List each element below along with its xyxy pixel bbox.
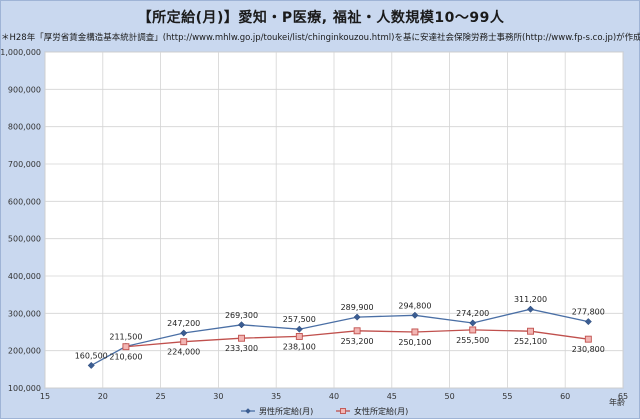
data-point-female — [411, 328, 419, 336]
data-label-female: 238,100 — [283, 342, 316, 351]
data-point-female — [584, 335, 592, 343]
data-label-female: 250,100 — [398, 338, 431, 347]
data-label-male: 311,200 — [514, 295, 547, 304]
chart-title: 【所定給(月)】愛知・P医療, 福祉・人数規模10～99人 — [137, 10, 505, 26]
data-point-female — [527, 327, 534, 335]
data-label-male: 257,500 — [283, 315, 316, 324]
data-point-male — [469, 319, 477, 327]
data-label-male: 160,500 — [75, 351, 108, 360]
data-label-male: 247,200 — [167, 319, 200, 328]
x-tick-label: 15 — [40, 392, 50, 401]
data-label-female: 224,000 — [167, 348, 200, 357]
data-label-male: 277,800 — [572, 308, 605, 317]
x-tick-label: 50 — [445, 392, 455, 401]
data-point-female — [180, 338, 188, 346]
y-tick-label: 200,000 — [8, 347, 41, 356]
x-tick-label: 55 — [502, 392, 512, 401]
y-tick-label: 1,000,000 — [1, 48, 41, 57]
x-tick-label: 45 — [387, 392, 397, 401]
x-axis-title: 年齢 — [609, 397, 625, 407]
y-tick-label: 900,000 — [8, 85, 41, 94]
data-label-female: 252,100 — [514, 337, 547, 346]
x-tick-label: 20 — [98, 392, 108, 401]
legend-marker-female — [340, 408, 346, 414]
x-tick-label: 40 — [329, 392, 339, 401]
data-label-male: 274,200 — [456, 309, 489, 318]
data-point-male — [353, 313, 361, 321]
y-tick-label: 400,000 — [8, 272, 41, 281]
legend-marker-male — [245, 408, 251, 414]
data-point-female — [238, 334, 245, 342]
data-label-male: 294,800 — [398, 301, 431, 310]
series-line-male — [90, 308, 589, 366]
data-point-female — [122, 343, 130, 351]
y-tick-label: 100,000 — [8, 384, 41, 393]
data-label-female: 230,800 — [572, 345, 605, 354]
data-point-male — [87, 361, 95, 369]
data-point-female — [353, 327, 361, 335]
data-label-male: 289,900 — [341, 303, 374, 312]
data-point-female — [295, 332, 303, 340]
y-tick-label: 800,000 — [8, 123, 41, 132]
data-label-female: 210,600 — [109, 353, 142, 362]
legend-label-male: 男性所定給(月) — [259, 406, 313, 416]
x-tick-label: 60 — [560, 392, 570, 401]
data-label-female: 233,300 — [225, 344, 258, 353]
x-tick-label: 65 — [618, 392, 628, 401]
legend-label-female: 女性所定給(月) — [354, 406, 408, 416]
y-tick-label: 700,000 — [8, 160, 41, 169]
data-label-male: 269,300 — [225, 311, 258, 320]
data-label-male: 211,500 — [109, 332, 142, 341]
data-point-male — [237, 321, 246, 329]
x-tick-label: 25 — [156, 392, 166, 401]
data-point-female — [469, 326, 477, 334]
y-tick-label: 600,000 — [8, 197, 41, 206]
data-point-male — [584, 318, 592, 326]
x-tick-label: 35 — [271, 392, 281, 401]
data-point-male — [526, 305, 535, 313]
data-label-female: 253,200 — [341, 337, 374, 346]
data-label-female: 255,500 — [456, 336, 489, 345]
chart-subtitle: ＊H28年「厚労省賃金構造基本統計調査」(http://www.mhlw.go.… — [1, 33, 640, 43]
y-tick-label: 500,000 — [8, 235, 41, 244]
data-point-male — [411, 311, 419, 319]
x-tick-label: 30 — [213, 392, 223, 401]
data-point-male — [180, 329, 188, 337]
y-tick-label: 300,000 — [8, 309, 41, 318]
data-point-male — [295, 325, 303, 333]
